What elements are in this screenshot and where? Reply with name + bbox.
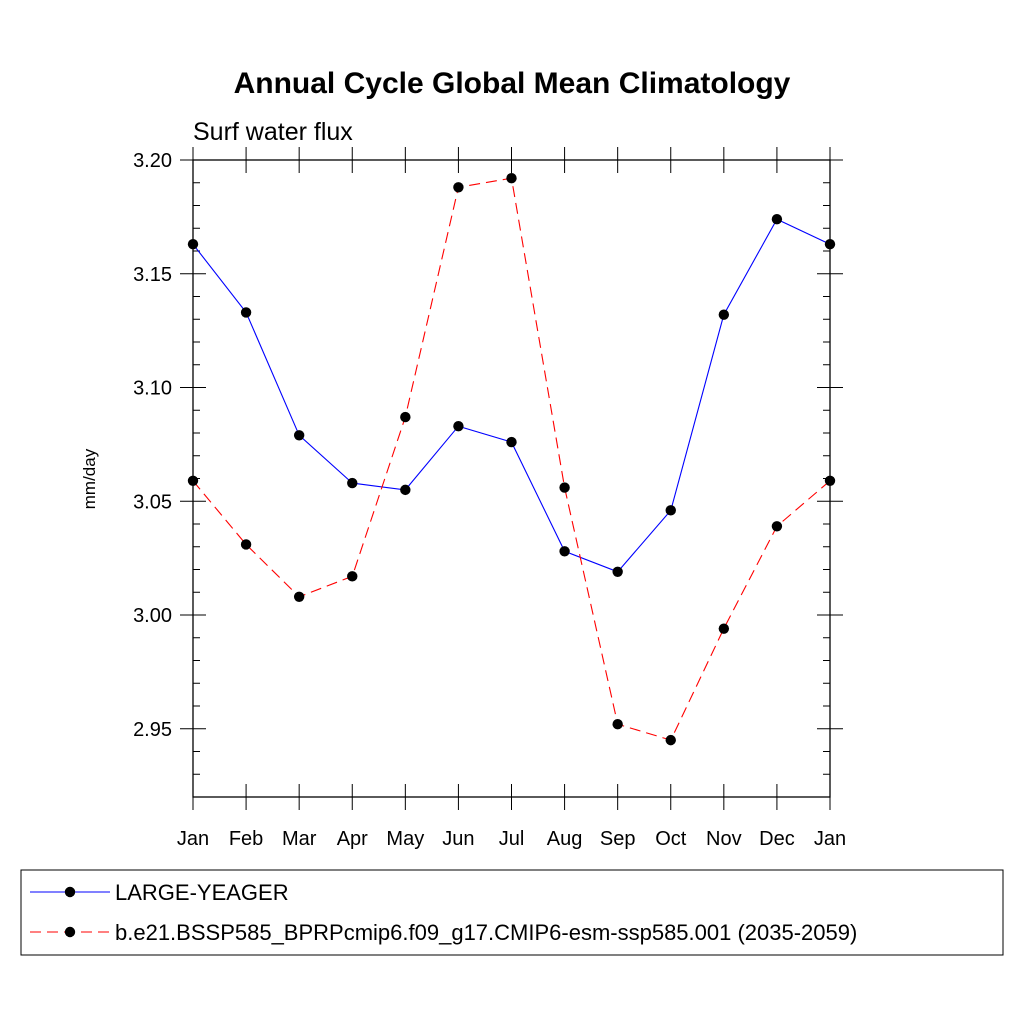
data-point bbox=[612, 566, 623, 577]
y-tick-label: 3.05 bbox=[133, 491, 172, 513]
x-tick-label: Feb bbox=[229, 828, 263, 850]
y-tick-label: 3.10 bbox=[133, 378, 172, 400]
x-tick-label: Oct bbox=[655, 828, 687, 850]
data-point bbox=[453, 182, 464, 193]
y-tick-label: 3.15 bbox=[133, 264, 172, 286]
data-point bbox=[612, 719, 623, 730]
data-point bbox=[347, 477, 358, 489]
data-point bbox=[187, 238, 199, 250]
data-point bbox=[824, 238, 836, 250]
legend-marker-2 bbox=[64, 926, 76, 938]
x-tick-label: Dec bbox=[759, 828, 795, 850]
data-point bbox=[453, 420, 464, 432]
y-tick-labels: 2.95 3.00 3.05 3.10 3.15 3.20 bbox=[133, 150, 172, 741]
chart-subtitle: Surf water flux bbox=[193, 118, 353, 146]
y-tick-label: 2.95 bbox=[133, 719, 172, 741]
y-tick-label: 3.20 bbox=[133, 150, 172, 172]
plot-frame bbox=[192, 159, 831, 798]
y-axis-label: mm/day bbox=[80, 448, 99, 509]
data-point bbox=[347, 571, 358, 582]
data-point bbox=[718, 623, 730, 634]
x-tick-label: Jul bbox=[499, 828, 525, 850]
x-tick-label: Nov bbox=[706, 828, 742, 850]
x-tick-label: Aug bbox=[547, 828, 583, 850]
chart-title: Annual Cycle Global Mean Climatology bbox=[234, 67, 791, 100]
x-tick-label: Jan bbox=[177, 828, 209, 850]
series-line bbox=[192, 218, 831, 573]
data-point bbox=[718, 309, 730, 320]
legend-box bbox=[20, 869, 1004, 956]
legend-label-2: b.e21.BSSP585_BPRPcmip6.f09_g17.CMIP6-es… bbox=[115, 920, 857, 945]
x-tick-labels: Jan Feb Mar Apr May Jun Jul Aug Sep Oct Nov Dec Jan bbox=[177, 828, 846, 850]
data-point bbox=[293, 591, 305, 602]
data-point bbox=[559, 482, 570, 493]
x-tick-label: Sep bbox=[600, 828, 636, 850]
data-point bbox=[771, 213, 783, 225]
series-line bbox=[192, 177, 831, 741]
data-point bbox=[506, 436, 517, 448]
x-tick-label: Mar bbox=[282, 828, 317, 850]
data-point bbox=[665, 505, 676, 516]
x-tick-label: Apr bbox=[337, 828, 368, 850]
data-point bbox=[771, 521, 783, 532]
data-point bbox=[400, 484, 411, 496]
legend-marker-1 bbox=[64, 886, 76, 898]
data-point bbox=[293, 430, 305, 441]
legend: LARGE-YEAGER b.e21.BSSP585_BPRPcmip6.f09_… bbox=[30, 880, 857, 945]
series-1 bbox=[187, 213, 836, 577]
data-point bbox=[506, 173, 517, 184]
axis-ticks bbox=[180, 147, 843, 810]
data-point bbox=[665, 734, 676, 746]
x-tick-label: May bbox=[386, 828, 424, 850]
data-point bbox=[400, 411, 411, 423]
data-point bbox=[187, 475, 199, 486]
data-point bbox=[240, 539, 252, 550]
data-point bbox=[824, 475, 836, 486]
legend-label-1: LARGE-YEAGER bbox=[115, 880, 289, 905]
series-layer bbox=[187, 173, 836, 746]
data-point bbox=[240, 307, 252, 318]
x-tick-label: Jun bbox=[442, 828, 474, 850]
x-tick-label: Jan bbox=[814, 828, 846, 850]
y-tick-label: 3.00 bbox=[133, 605, 172, 627]
series-2 bbox=[187, 173, 836, 746]
data-point bbox=[559, 546, 570, 557]
